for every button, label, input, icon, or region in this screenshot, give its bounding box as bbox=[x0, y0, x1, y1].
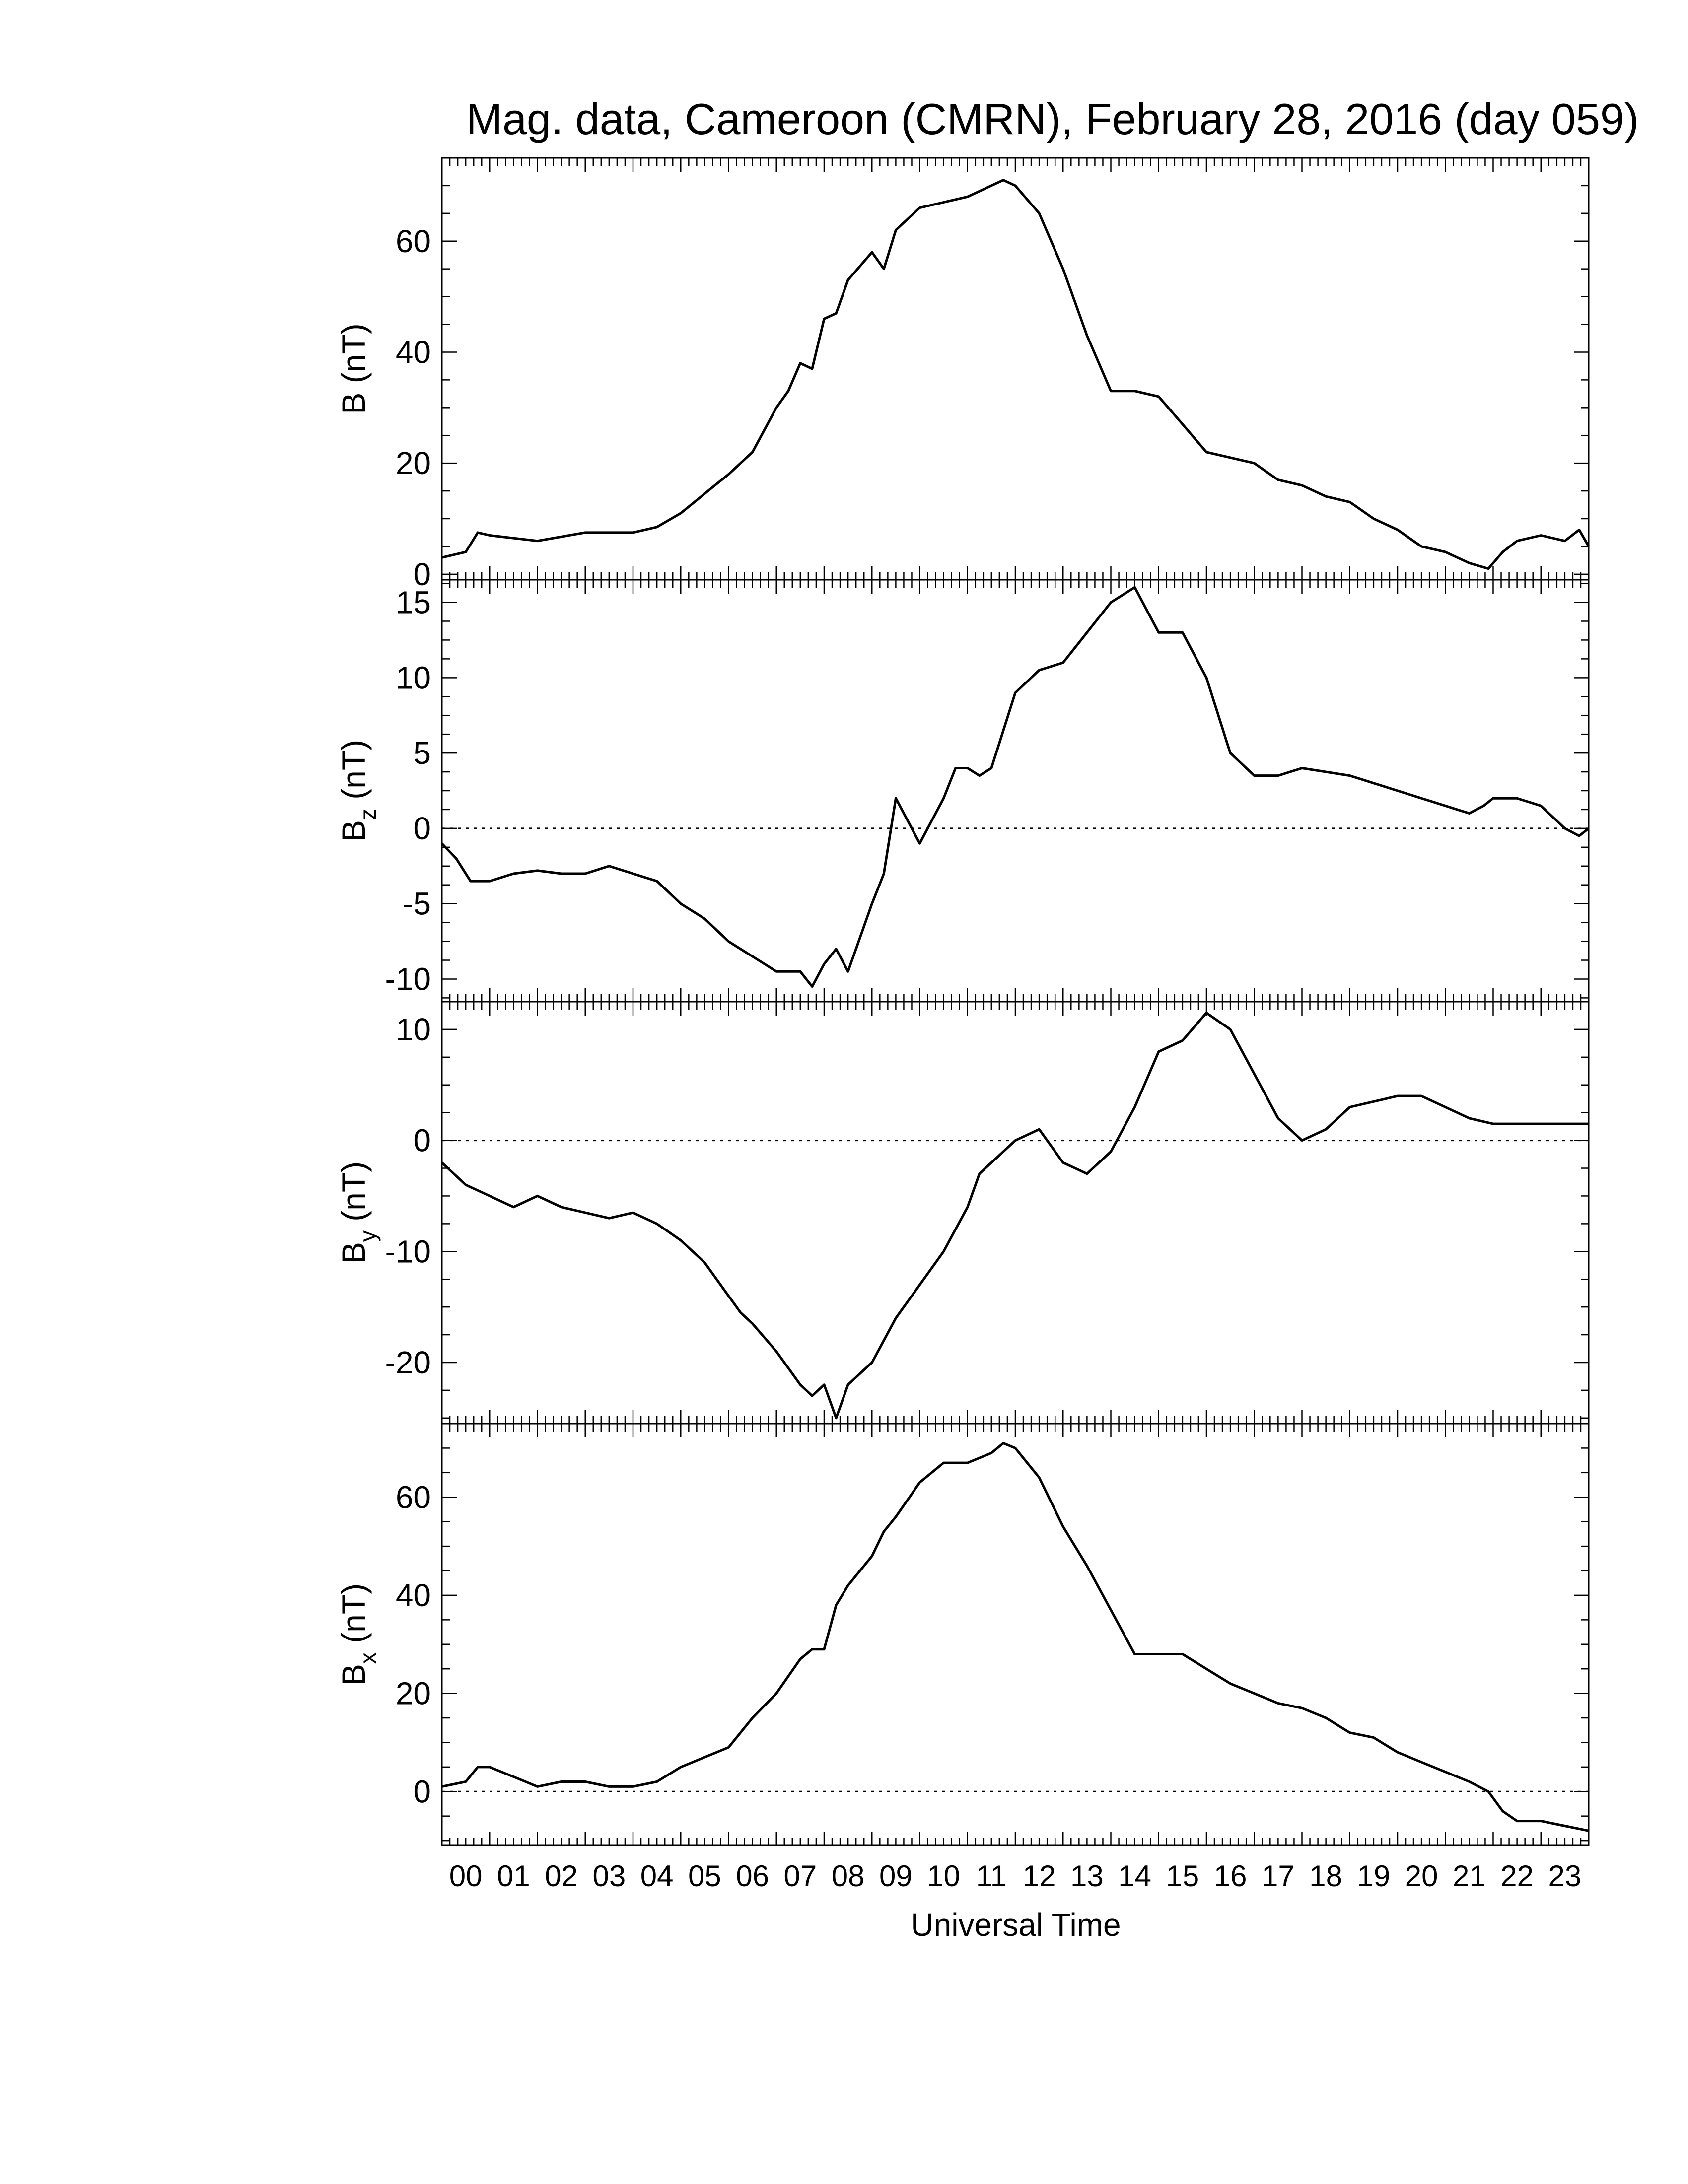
x-tick-label: 11 bbox=[976, 1859, 1007, 1893]
y-tick-label: 15 bbox=[396, 585, 431, 620]
y-axis-label: Bz (nT) bbox=[335, 740, 381, 842]
panel-frame bbox=[441, 579, 1590, 1003]
y-tick-label: 0 bbox=[413, 1774, 431, 1809]
x-tick-label: 10 bbox=[927, 1859, 960, 1893]
x-tick-label: 00 bbox=[449, 1859, 483, 1893]
y-axis-label: By (nT) bbox=[335, 1161, 381, 1264]
y-tick-label: 0 bbox=[413, 556, 431, 592]
y-tick-label: 5 bbox=[413, 735, 431, 771]
y-tick-label: 10 bbox=[396, 1012, 431, 1047]
x-tick-label: 18 bbox=[1309, 1859, 1342, 1893]
series-line-by bbox=[441, 1011, 1589, 1420]
x-tick-label: 21 bbox=[1453, 1859, 1486, 1893]
x-tick-label: 06 bbox=[736, 1859, 769, 1893]
series-line-bx bbox=[441, 1442, 1589, 1832]
y-tick-label: 40 bbox=[396, 334, 431, 370]
x-axis-label: Universal Time bbox=[911, 1907, 1121, 1943]
x-tick-label: 05 bbox=[688, 1859, 721, 1893]
x-tick-label: 01 bbox=[497, 1859, 530, 1893]
x-tick-label: 23 bbox=[1548, 1859, 1582, 1893]
y-tick-label: 20 bbox=[396, 445, 431, 481]
x-tick-label: 02 bbox=[545, 1859, 578, 1893]
panels-group: 0 20 40 60 B (nT) -10 -5 0 5 10 15 Bz (nT) -20 -10 0 10… bbox=[335, 157, 1590, 1846]
y-tick-label: 60 bbox=[396, 1479, 431, 1515]
x-tick-label: 16 bbox=[1214, 1859, 1247, 1893]
panel-frame bbox=[441, 1423, 1590, 1846]
y-axis-label: Bx (nT) bbox=[335, 1583, 381, 1686]
x-tick-label: 15 bbox=[1166, 1859, 1199, 1893]
x-tick-label: 19 bbox=[1357, 1859, 1391, 1893]
panel-bx: 0 20 40 60 Bx (nT) bbox=[335, 1423, 1590, 1846]
x-tick-label: 08 bbox=[832, 1859, 865, 1893]
y-tick-label: 10 bbox=[396, 660, 431, 695]
y-axis-label: B (nT) bbox=[335, 323, 372, 414]
x-tick-label: 22 bbox=[1500, 1859, 1534, 1893]
y-tick-label: 0 bbox=[413, 811, 431, 846]
series-line-b bbox=[441, 179, 1590, 570]
x-tick-label: 09 bbox=[879, 1859, 913, 1893]
y-tick-label: 40 bbox=[396, 1577, 431, 1613]
panel-frame bbox=[441, 1001, 1590, 1425]
y-tick-label: -10 bbox=[385, 1233, 431, 1269]
chart-title: Mag. data, Cameroon (CMRN), February 28,… bbox=[466, 94, 1639, 143]
panel-b: 0 20 40 60 B (nT) bbox=[335, 157, 1590, 592]
y-tick-label: -5 bbox=[403, 886, 431, 922]
panel-frame bbox=[441, 157, 1590, 581]
x-tick-label: 07 bbox=[784, 1859, 817, 1893]
panel-by: -20 -10 0 10 By (nT) bbox=[335, 1001, 1590, 1425]
y-tick-label: 20 bbox=[396, 1676, 431, 1711]
x-tick-label: 13 bbox=[1070, 1859, 1104, 1893]
x-tick-label: 20 bbox=[1405, 1859, 1438, 1893]
x-axis: 00 01 02 03 04 05 06 07 08 09 10 11 12 13 14 15 16 17 18 19… bbox=[449, 1859, 1582, 1893]
x-tick-label: 04 bbox=[640, 1859, 674, 1893]
y-tick-label: 0 bbox=[413, 1123, 431, 1159]
x-tick-label: 14 bbox=[1118, 1859, 1151, 1893]
y-tick-label: -10 bbox=[385, 961, 431, 997]
x-tick-label: 12 bbox=[1023, 1859, 1056, 1893]
panel-bz: -10 -5 0 5 10 15 Bz (nT) bbox=[335, 579, 1590, 1003]
x-tick-label: 03 bbox=[593, 1859, 626, 1893]
series-line-bz bbox=[441, 586, 1590, 988]
y-tick-label: 60 bbox=[396, 223, 431, 259]
y-tick-label: -20 bbox=[385, 1345, 431, 1380]
x-tick-label: 17 bbox=[1262, 1859, 1295, 1893]
